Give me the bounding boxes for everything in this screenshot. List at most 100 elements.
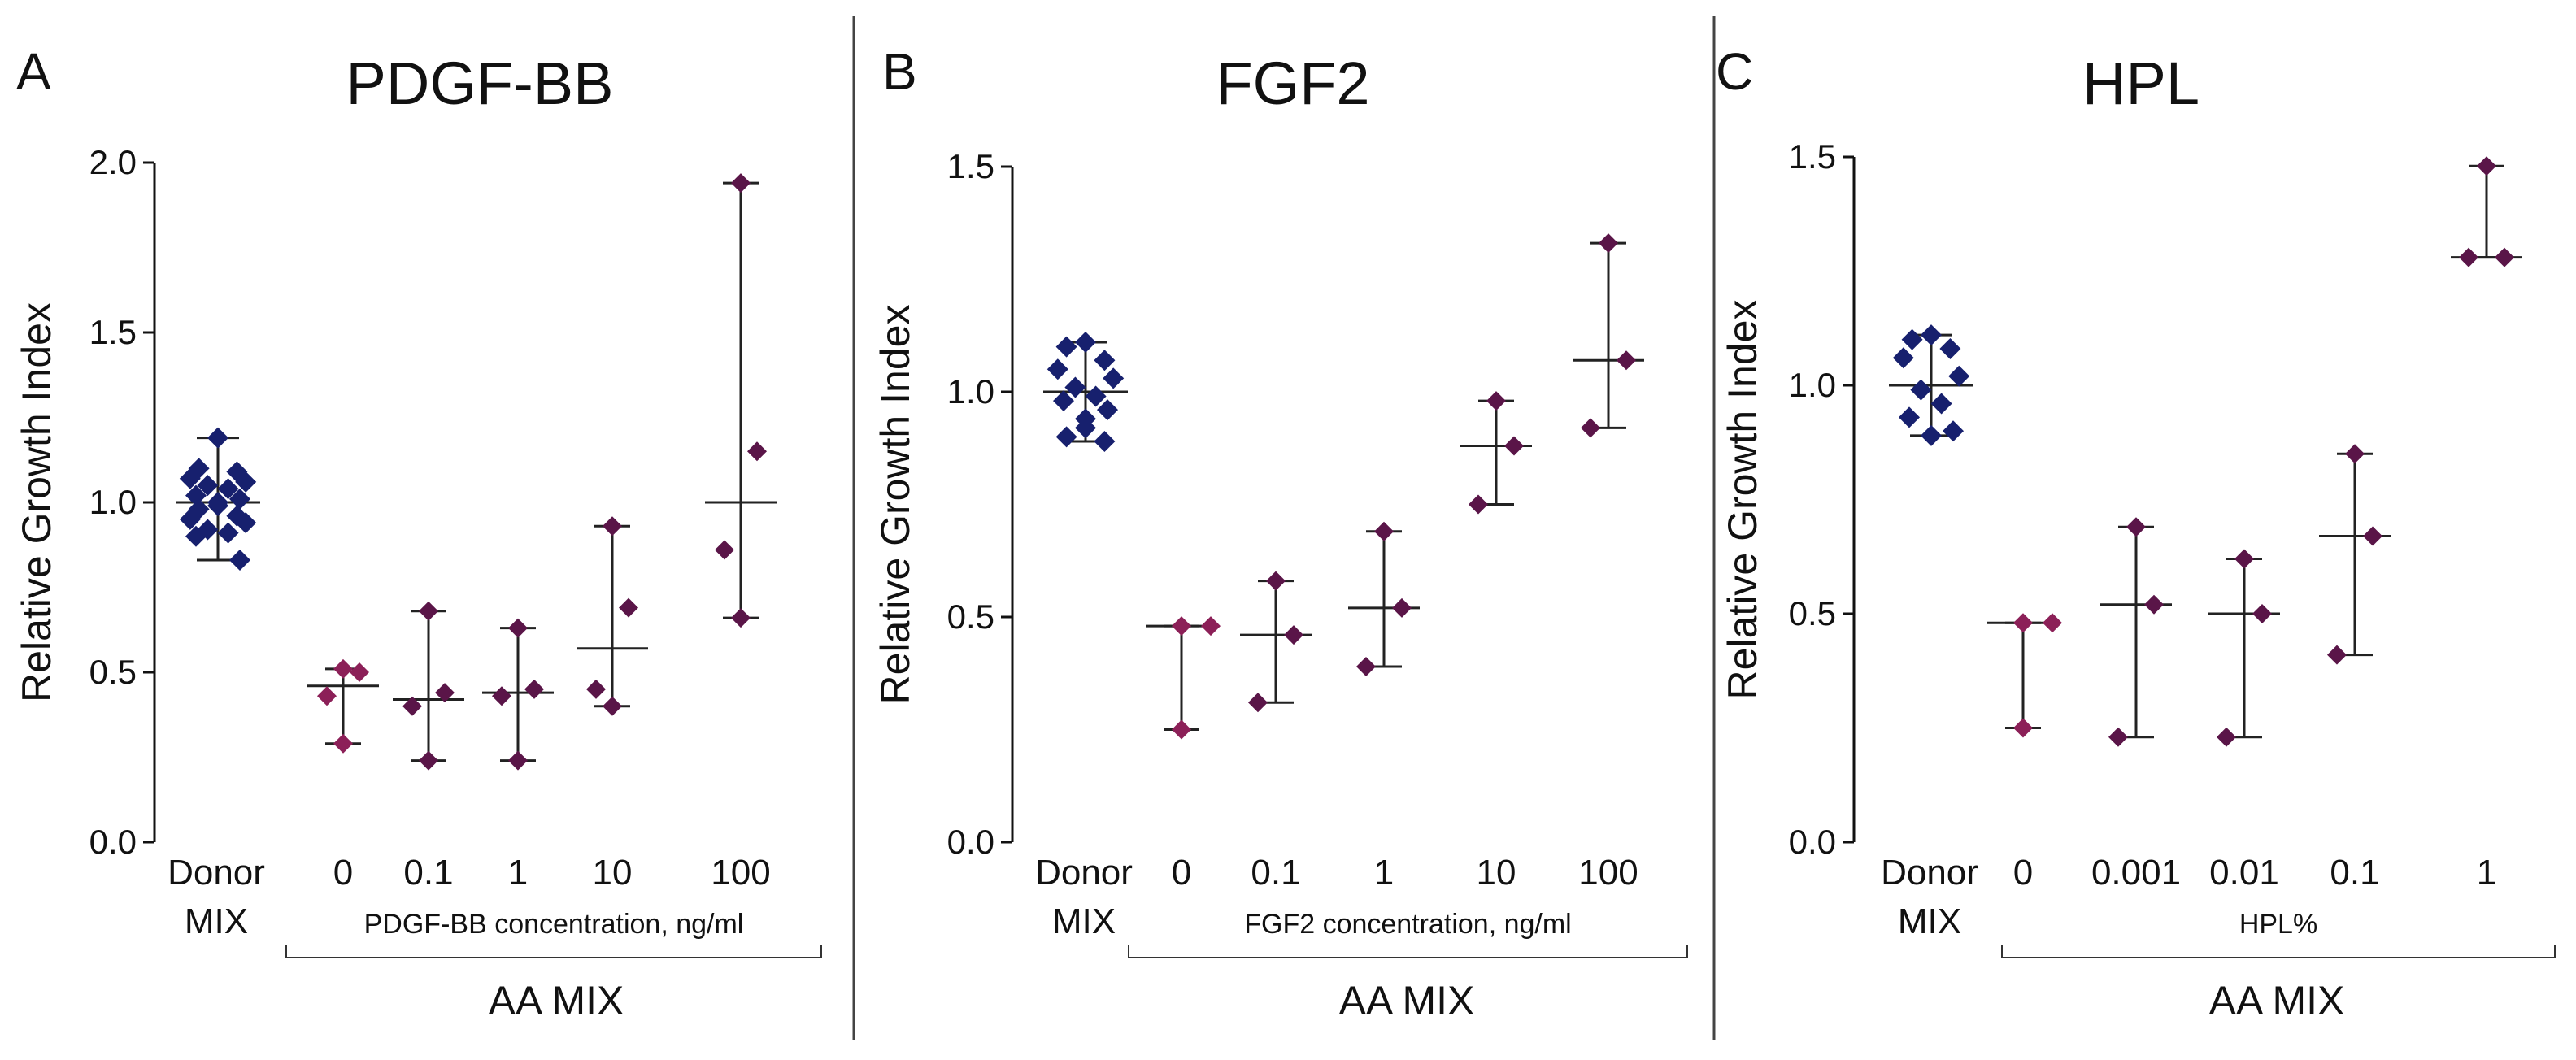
data-point: [1172, 719, 1191, 740]
data-point: [179, 467, 201, 489]
data-point: [619, 597, 638, 618]
y-tick-label: 0.0: [947, 823, 994, 861]
x-tick-label-donor: Donor: [168, 853, 265, 893]
data-point: [2327, 645, 2347, 665]
data-point: [1581, 418, 1600, 438]
data-point: [1943, 420, 1964, 442]
series-donor-mix: [1043, 332, 1128, 452]
data-point: [179, 508, 201, 530]
y-tick-label: 0.5: [947, 597, 994, 636]
x-tick-label: 0.01: [2209, 853, 2279, 893]
panel-letter: C: [1716, 42, 1753, 101]
data-point: [333, 733, 353, 754]
series-10: [1460, 391, 1532, 515]
series-0.1: [1240, 571, 1312, 713]
x-tick-label: 0: [1172, 853, 1191, 893]
concentration-label: HPL%: [2239, 909, 2317, 940]
data-point: [1085, 385, 1107, 407]
y-tick-label: 1.0: [947, 372, 994, 411]
data-point: [603, 696, 622, 716]
data-point: [715, 540, 734, 560]
group-label: AA MIX: [489, 978, 624, 1023]
x-tick-label: 0: [333, 853, 353, 893]
data-point: [1094, 430, 1116, 452]
data-point: [333, 658, 353, 679]
y-tick-label: 1.5: [89, 313, 137, 351]
x-tick-label: 0.1: [2330, 853, 2379, 893]
series-0: [1987, 613, 2062, 738]
data-point: [1599, 233, 1618, 254]
series-0: [307, 658, 379, 754]
chart-panel-c: C HPL 0.0 0.5 1.0 1.5 Relative Growth Index Don…: [1716, 42, 2556, 1023]
data-point: [185, 484, 207, 506]
chart-panel-b: B FGF2 0.0 0.5 1.0 1.5 Relative Growth Index Do…: [872, 42, 1688, 1023]
y-tick-label: 1.5: [947, 147, 994, 185]
group-bracket: [285, 945, 822, 958]
series-1: [482, 618, 554, 771]
data-point: [2013, 613, 2033, 633]
data-point: [207, 495, 228, 517]
series-0.001: [2100, 517, 2172, 747]
data-point: [603, 516, 622, 537]
data-point: [1248, 693, 1268, 713]
data-point: [508, 750, 528, 771]
data-point: [492, 686, 511, 706]
x-tick-label: 100: [711, 853, 770, 893]
data-point: [350, 662, 369, 682]
y-tick-label: 0.0: [1789, 823, 1836, 861]
data-point: [1094, 350, 1116, 371]
panel-letter: A: [16, 42, 51, 101]
data-point: [235, 512, 257, 534]
data-point: [2495, 247, 2514, 267]
group-bracket: [1128, 945, 1688, 958]
data-point: [1921, 324, 1942, 346]
series-0.1: [2319, 444, 2391, 665]
data-point: [229, 488, 250, 510]
data-point: [2345, 444, 2365, 464]
data-point: [2126, 517, 2146, 537]
data-point: [2108, 727, 2128, 747]
data-point: [207, 427, 228, 449]
series-1: [2451, 156, 2522, 267]
data-point: [747, 441, 767, 462]
data-point: [2144, 594, 2164, 615]
data-point: [1053, 390, 1074, 412]
data-point: [1075, 417, 1096, 439]
data-point: [229, 550, 250, 571]
series-100: [705, 173, 777, 628]
chart-panel-a: A PDGF-BB 0.0 0.5 1.0 1.5 2.0 Relative Growth I…: [14, 42, 822, 1023]
data-point: [1921, 424, 1942, 446]
x-tick-label: 10: [1477, 853, 1516, 893]
data-point: [197, 475, 219, 497]
series-1: [1348, 521, 1420, 676]
data-point: [1055, 426, 1077, 448]
data-point: [1266, 571, 1286, 591]
panel-title: HPL: [2082, 50, 2200, 117]
concentration-label: PDGF-BB concentration, ng/ml: [364, 909, 744, 940]
data-point: [1064, 376, 1086, 398]
series-donor-mix: [176, 427, 260, 571]
data-point: [1201, 616, 1221, 636]
data-point: [2013, 718, 2033, 738]
panel-title: PDGF-BB: [346, 50, 614, 117]
series-0.01: [2208, 549, 2280, 747]
data-point: [1901, 328, 1923, 350]
data-point: [2477, 156, 2496, 176]
group-label: AA MIX: [1339, 978, 1475, 1023]
data-point: [1046, 358, 1068, 380]
data-point: [1392, 597, 1412, 618]
data-point: [1374, 521, 1394, 541]
data-point: [1899, 406, 1920, 428]
y-tick-label: 0.5: [1789, 594, 1836, 632]
x-tick-label: 100: [1578, 853, 1638, 893]
x-tick-label: 1: [2477, 853, 2496, 893]
data-point: [402, 696, 422, 716]
y-tick-label: 1.0: [89, 483, 137, 521]
x-tick-label: 0.1: [403, 853, 453, 893]
data-point: [1617, 350, 1636, 371]
data-point: [1103, 367, 1125, 389]
data-point: [217, 478, 239, 500]
data-point: [1486, 391, 1506, 411]
data-point: [1930, 393, 1952, 415]
